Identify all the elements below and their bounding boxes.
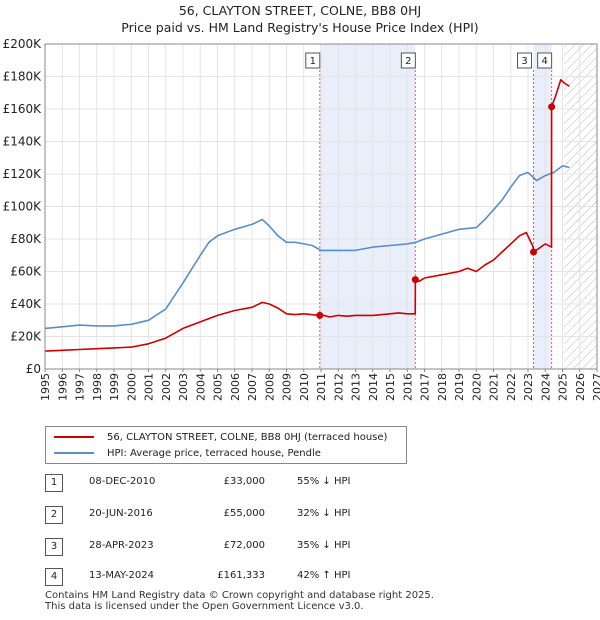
- footer-licence: This data is licensed under the Open Gov…: [45, 601, 364, 612]
- x-tick-label: 2001: [143, 373, 156, 401]
- legend-swatch-property: [54, 436, 94, 438]
- y-tick-label: £140K: [3, 135, 43, 149]
- sale-date: 20-JUN-2016: [89, 508, 153, 519]
- sale-row: 4 13-MAY-2024 £161,333 42% ↑ HPI: [45, 568, 375, 586]
- title-address: 56, CLAYTON STREET, COLNE, BB8 0HJ: [178, 3, 422, 18]
- x-tick-label: 2018: [436, 373, 449, 401]
- x-tick-label: 2014: [367, 373, 380, 401]
- x-tick-label: 2016: [401, 373, 414, 401]
- y-tick-label: £160K: [3, 102, 43, 116]
- sale-label-box: [305, 52, 321, 69]
- x-tick-label: 2007: [246, 373, 259, 401]
- sale-point: [530, 248, 538, 256]
- title-subtitle: Price paid vs. HM Land Registry's House …: [121, 20, 479, 35]
- sale-date: 08-DEC-2010: [89, 476, 156, 487]
- x-tick-label: 2000: [125, 373, 138, 401]
- y-tick-label: £40K: [10, 297, 42, 311]
- legend-item-hpi: HPI: Average price, terraced house, Pend…: [54, 446, 321, 460]
- footer-copyright: Contains HM Land Registry data © Crown c…: [45, 590, 434, 601]
- sale-label-box: [537, 52, 553, 69]
- sale-number-badge: 1: [45, 474, 63, 492]
- sale-hpi-diff: 32% ↓ HPI: [297, 508, 351, 519]
- x-tick-label: 2006: [229, 373, 242, 401]
- x-tick-label: 2003: [177, 373, 190, 401]
- legend: 56, CLAYTON STREET, COLNE, BB8 0HJ (terr…: [45, 426, 407, 464]
- x-tick-label: 2021: [488, 373, 501, 401]
- x-tick-label: 2011: [315, 373, 328, 401]
- sale-label-number: 4: [541, 56, 547, 67]
- x-tick-label: 2026: [574, 373, 587, 401]
- sale-date: 13-MAY-2024: [89, 570, 155, 581]
- sale-point: [411, 276, 419, 284]
- y-tick-label: £0: [26, 362, 41, 376]
- sale-price: £33,000: [223, 476, 265, 487]
- hpi-line: [44, 165, 570, 330]
- x-tick-label: 2027: [591, 373, 600, 401]
- sale-label-box: [400, 52, 416, 69]
- x-tick-label: 1999: [108, 373, 121, 401]
- x-tick-label: 2025: [557, 373, 570, 401]
- sale-price: £161,333: [217, 570, 265, 581]
- x-tick-label: 1996: [56, 373, 69, 401]
- x-tick-label: 2020: [470, 373, 483, 401]
- x-tick-label: 2017: [419, 373, 432, 401]
- sale-hpi-diff: 55% ↓ HPI: [297, 476, 351, 487]
- sale-label-number: 1: [310, 56, 316, 67]
- x-tick-label: 2002: [160, 373, 173, 401]
- legend-swatch-hpi: [54, 452, 94, 454]
- price-chart: 1 2 3 4 £0 £20K £40K £60K £80K £100K £120K £140K £1…: [3, 37, 600, 401]
- sale-row: 3 28-APR-2023 £72,000 35% ↓ HPI: [45, 538, 375, 556]
- x-tick-label: 2009: [281, 373, 294, 401]
- sale-label-number: 2: [405, 56, 411, 67]
- x-tick-label: 2008: [263, 373, 276, 401]
- sale-row: 2 20-JUN-2016 £55,000 32% ↓ HPI: [45, 506, 375, 524]
- sale-price: £72,000: [223, 540, 265, 551]
- sale-hpi-diff: 42% ↑ HPI: [297, 570, 351, 581]
- x-tick-label: 1998: [91, 373, 104, 401]
- x-tick-label: 2024: [539, 373, 552, 401]
- x-tick-label: 2019: [453, 373, 466, 401]
- legend-item-property: 56, CLAYTON STREET, COLNE, BB8 0HJ (terr…: [54, 430, 387, 444]
- sale-point: [316, 311, 324, 319]
- footer: Contains HM Land Registry data © Crown c…: [45, 590, 434, 612]
- sale-point: [548, 103, 556, 111]
- x-tick-label: 2012: [332, 373, 345, 401]
- y-tick-label: £100K: [3, 200, 43, 214]
- y-tick-label: £80K: [10, 232, 42, 246]
- y-tick-label: £180K: [3, 70, 43, 84]
- x-tick-label: 2015: [384, 373, 397, 401]
- x-tick-label: 2013: [350, 373, 363, 401]
- x-tick-label: 2005: [212, 373, 225, 401]
- x-tick-label: 2023: [522, 373, 535, 401]
- y-tick-label: £60K: [10, 265, 42, 279]
- y-tick-label: £20K: [10, 330, 42, 344]
- sale-number-badge: 3: [45, 538, 63, 556]
- sale-row: 1 08-DEC-2010 £33,000 55% ↓ HPI: [45, 474, 375, 492]
- x-tick-label: 2010: [298, 373, 311, 401]
- sale-hpi-diff: 35% ↓ HPI: [297, 540, 351, 551]
- sale-number-badge: 2: [45, 506, 63, 524]
- x-tick-label: 1995: [39, 373, 52, 401]
- x-tick-label: 1997: [74, 373, 87, 401]
- sale-price: £55,000: [223, 508, 265, 519]
- x-tick-label: 2022: [505, 373, 518, 401]
- sale-label-number: 3: [521, 56, 527, 67]
- y-tick-label: £120K: [3, 167, 43, 181]
- legend-label-property: 56, CLAYTON STREET, COLNE, BB8 0HJ (terr…: [107, 431, 388, 443]
- sale-number-badge: 4: [45, 568, 63, 586]
- chart-title: 56, CLAYTON STREET, COLNE, BB8 0HJ Price…: [0, 0, 600, 36]
- sale-date: 28-APR-2023: [89, 540, 154, 551]
- sale-label-box: [517, 52, 533, 69]
- y-tick-label: £200K: [3, 37, 43, 51]
- legend-label-hpi: HPI: Average price, terraced house, Pend…: [107, 447, 321, 459]
- x-tick-label: 2004: [194, 373, 207, 401]
